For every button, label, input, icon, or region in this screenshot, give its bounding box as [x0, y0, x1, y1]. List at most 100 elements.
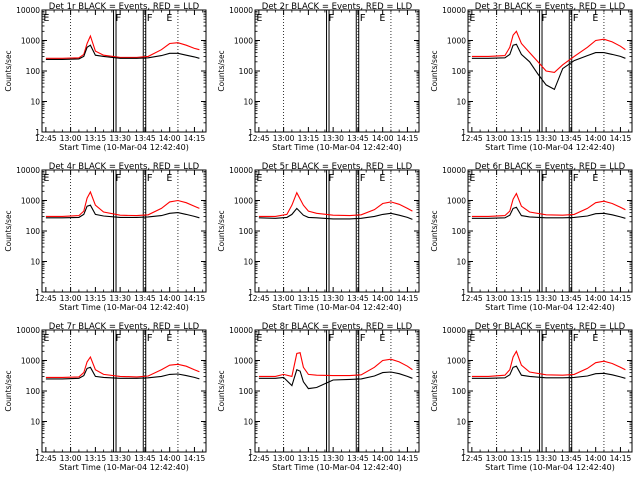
- y-tick-label: 10: [243, 98, 253, 107]
- interval-marker-letter: E: [166, 13, 172, 24]
- y-tick-label: 100: [452, 227, 467, 236]
- x-tick-label: 13:00: [486, 294, 508, 303]
- y-tick-label: 1: [35, 128, 40, 137]
- x-tick-label: 13:00: [273, 294, 295, 303]
- x-tick-label: 13:15: [85, 134, 107, 143]
- interval-marker-letter: F: [541, 13, 547, 24]
- plot-frame: [467, 329, 633, 453]
- y-axis-label: Counts/sec: [4, 370, 13, 411]
- x-axis-label: Start Time (10-Mar-04 12:42:40): [59, 303, 189, 312]
- y-tick-label: 1000: [447, 357, 466, 366]
- interval-marker-letter: F: [573, 13, 579, 24]
- x-tick-label: 13:30: [322, 134, 344, 143]
- y-axis-label: Counts/sec: [4, 210, 13, 251]
- x-tick-label: 13:15: [298, 454, 320, 463]
- plot-frame: [254, 9, 420, 133]
- y-axis-label: Counts/sec: [217, 50, 226, 91]
- interval-marker-letter: E: [592, 333, 598, 344]
- x-tick-label: 13:15: [511, 134, 533, 143]
- x-tick-label: 14:15: [397, 454, 419, 463]
- y-tick-label: 10: [456, 258, 466, 267]
- interval-marker-letter: E: [256, 333, 262, 344]
- interval-marker-letter: E: [166, 173, 172, 184]
- y-tick-label: 100: [26, 227, 41, 236]
- y-axis-label: Counts/sec: [430, 210, 439, 251]
- series-line: [471, 43, 626, 91]
- series-line: [471, 350, 626, 377]
- x-tick-label: 13:30: [322, 454, 344, 463]
- plot-frame: [41, 9, 207, 133]
- x-tick-label: 12:45: [35, 134, 57, 143]
- interval-marker-letter: F: [147, 173, 153, 184]
- x-tick-label: 14:00: [585, 294, 607, 303]
- series-line: [45, 204, 200, 219]
- x-tick-label: 13:30: [109, 454, 131, 463]
- x-tick-label: 12:45: [248, 454, 270, 463]
- y-tick-label: 10000: [442, 166, 466, 175]
- y-tick-label: 10000: [442, 6, 466, 15]
- x-tick-label: 12:45: [35, 294, 57, 303]
- x-tick-label: 13:30: [535, 294, 557, 303]
- y-tick-label: 10000: [16, 166, 40, 175]
- plot-frame: [467, 169, 633, 293]
- y-axis-label: Counts/sec: [430, 370, 439, 411]
- x-tick-label: 13:30: [109, 294, 131, 303]
- x-tick-label: 13:45: [560, 454, 582, 463]
- y-tick-label: 10000: [229, 166, 253, 175]
- interval-marker-letter: E: [469, 173, 475, 184]
- interval-marker-letter: F: [328, 333, 334, 344]
- chart-title: Det 9r BLACK = Events, RED = LLD: [475, 322, 626, 332]
- x-tick-label: 13:45: [134, 294, 156, 303]
- detector-chart-4: Det 4r BLACK = Events, RED = LLD 1 10 100 10…: [4, 162, 207, 312]
- x-tick-label: 13:00: [486, 134, 508, 143]
- interval-marker-letter: F: [115, 333, 121, 344]
- x-tick-label: 13:30: [535, 134, 557, 143]
- y-tick-label: 1: [248, 288, 253, 297]
- x-tick-label: 13:00: [486, 454, 508, 463]
- x-tick-label: 13:45: [134, 134, 156, 143]
- x-axis-label: Start Time (10-Mar-04 12:42:40): [272, 463, 402, 472]
- y-tick-label: 1000: [447, 37, 466, 46]
- x-tick-label: 14:00: [159, 134, 181, 143]
- y-tick-label: 1000: [234, 197, 253, 206]
- detector-chart-7: Det 7r BLACK = Events, RED = LLD 1 10 100 10…: [4, 322, 207, 472]
- interval-marker-letter: E: [166, 333, 172, 344]
- y-tick-label: 100: [26, 387, 41, 396]
- y-tick-label: 1: [35, 288, 40, 297]
- detector-chart-5: Det 5r BLACK = Events, RED = LLD 1 10 100 10…: [217, 162, 420, 312]
- detector-chart-6: Det 6r BLACK = Events, RED = LLD 1 10 100 10…: [430, 162, 633, 312]
- interval-marker-letter: F: [328, 173, 334, 184]
- chart-title: Det 7r BLACK = Events, RED = LLD: [49, 322, 200, 332]
- interval-marker-letter: F: [115, 173, 121, 184]
- y-tick-label: 100: [26, 67, 41, 76]
- chart-title: Det 5r BLACK = Events, RED = LLD: [262, 162, 413, 172]
- x-axis-label: Start Time (10-Mar-04 12:42:40): [272, 303, 402, 312]
- interval-marker-letter: E: [469, 13, 475, 24]
- detector-chart-8: Det 8r BLACK = Events, RED = LLD 1 10 100 10…: [217, 322, 420, 472]
- plot-frame: [254, 169, 420, 293]
- y-tick-label: 1000: [447, 197, 466, 206]
- detector-chart-3: Det 3r BLACK = Events, RED = LLD 1 10 100 10…: [430, 2, 633, 152]
- x-tick-label: 14:00: [585, 134, 607, 143]
- y-tick-label: 1: [461, 448, 466, 457]
- plot-frame: [467, 9, 633, 133]
- x-tick-label: 14:15: [610, 454, 632, 463]
- x-axis-label: Start Time (10-Mar-04 12:42:40): [485, 303, 615, 312]
- y-tick-label: 10000: [16, 326, 40, 335]
- interval-marker-letter: F: [360, 333, 366, 344]
- y-axis-label: Counts/sec: [217, 370, 226, 411]
- x-tick-label: 13:15: [298, 134, 320, 143]
- series-line: [45, 190, 200, 217]
- x-tick-label: 12:45: [461, 454, 483, 463]
- interval-marker-letter: E: [256, 173, 262, 184]
- series-line: [471, 365, 626, 379]
- chart-title: Det 2r BLACK = Events, RED = LLD: [262, 2, 413, 12]
- series-line: [45, 34, 200, 59]
- x-axis-label: Start Time (10-Mar-04 12:42:40): [485, 463, 615, 472]
- x-tick-label: 13:15: [298, 294, 320, 303]
- chart-title: Det 6r BLACK = Events, RED = LLD: [475, 162, 626, 172]
- x-tick-label: 13:15: [85, 294, 107, 303]
- y-tick-label: 10000: [442, 326, 466, 335]
- interval-marker-letter: E: [592, 173, 598, 184]
